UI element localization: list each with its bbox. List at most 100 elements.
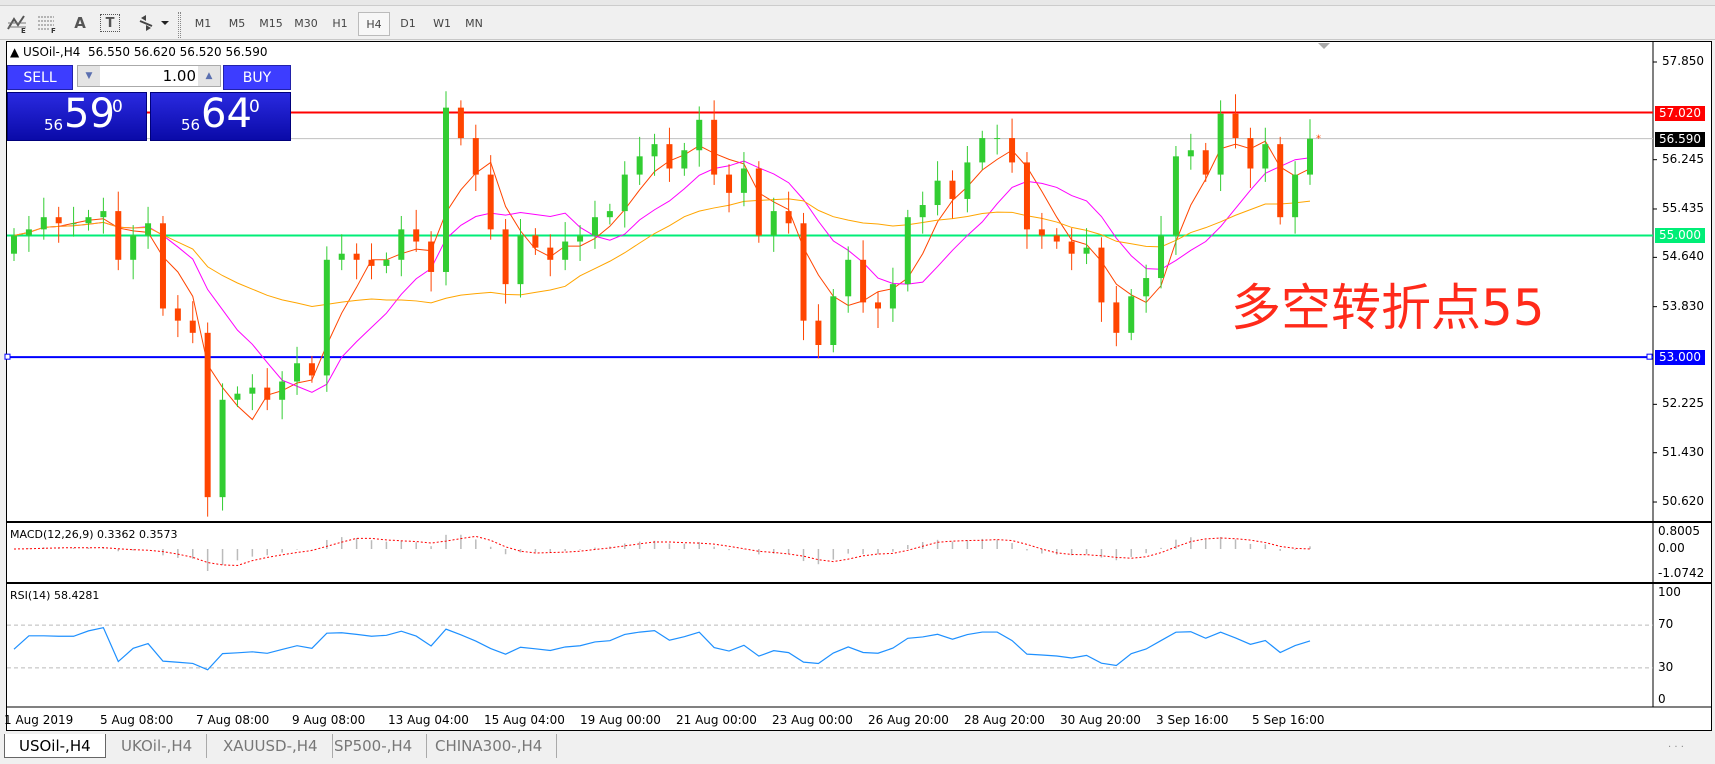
candle-body <box>1038 229 1045 236</box>
candle-body <box>338 253 345 260</box>
more-dots: · · · <box>1668 742 1684 753</box>
sell-price-prefix: 56 <box>44 116 64 134</box>
candle-body <box>964 162 971 199</box>
moving-average-line <box>13 140 1311 421</box>
chart-tab[interactable]: XAUUSD-,H4 <box>209 734 333 758</box>
candle-body <box>904 217 911 285</box>
timeframe-m30[interactable]: M30 <box>294 17 318 30</box>
timeframe-h4[interactable]: H4 <box>358 12 390 36</box>
time-axis-label: 13 Aug 04:00 <box>388 713 469 727</box>
volume-input[interactable] <box>102 67 196 85</box>
macd-signal-line <box>13 535 1311 566</box>
candle-body <box>711 119 718 175</box>
candle-body <box>770 211 777 236</box>
candle-body <box>502 229 509 285</box>
candle-body <box>249 387 256 394</box>
sell-price-fraction: 0 <box>112 97 123 117</box>
svg-text:F: F <box>51 27 56 33</box>
time-axis-label: 30 Aug 20:00 <box>1060 713 1141 727</box>
candle-body <box>1172 156 1179 236</box>
candle-body <box>398 229 405 260</box>
candle-body <box>457 107 464 139</box>
price-axis-label: 57.850 <box>1662 54 1704 68</box>
candle-body <box>577 235 584 242</box>
candle-body <box>1128 296 1135 333</box>
timeframe-m1[interactable]: M1 <box>194 17 212 30</box>
text-icon[interactable]: A <box>74 14 86 32</box>
candle-body <box>174 308 181 321</box>
candle-body <box>860 259 867 303</box>
candle-body <box>70 223 77 225</box>
price-axis-label: 50.620 <box>1662 494 1704 509</box>
top-strip <box>0 0 1715 6</box>
chart-tab[interactable]: USOil-,H4 <box>4 734 106 758</box>
candle-body <box>487 174 494 230</box>
annotation-text[interactable]: 多空转折点55 <box>1231 279 1545 337</box>
timeframe-d1[interactable]: D1 <box>400 17 416 30</box>
time-axis-label: 5 Sep 16:00 <box>1252 713 1325 727</box>
candle-body <box>189 320 196 333</box>
fibonacci-icon[interactable]: F <box>34 12 60 34</box>
text-label-icon[interactable]: T <box>100 14 120 32</box>
candle-body <box>875 302 881 309</box>
price-axis-label: 56.245 <box>1662 151 1704 166</box>
chart-tab[interactable]: CHINA300-,H4 <box>421 734 558 758</box>
buy-button[interactable]: BUY <box>223 65 291 90</box>
sell-price[interactable]: 56 59 0 <box>7 91 147 141</box>
elliott-wave-icon[interactable]: E <box>4 12 30 34</box>
sell-button[interactable]: SELL <box>7 65 73 90</box>
candle-body <box>1187 150 1194 157</box>
candle-body <box>1217 113 1224 175</box>
time-axis-label: 7 Aug 08:00 <box>196 713 270 727</box>
candle-body <box>145 223 152 236</box>
candle-body <box>562 241 569 260</box>
candle-body <box>1009 138 1016 163</box>
timeframe-w1[interactable]: W1 <box>433 17 451 30</box>
candle-body <box>681 150 688 169</box>
arrows-icon[interactable] <box>136 12 172 34</box>
chart-tab[interactable]: UKOil-,H4 <box>107 734 208 758</box>
candle-body <box>219 399 226 498</box>
candle-body <box>130 235 137 260</box>
candle-body <box>413 229 420 242</box>
rsi-axis-label: 0 <box>1658 692 1666 706</box>
candle-body <box>785 211 792 224</box>
time-axis-label: 21 Aug 00:00 <box>676 713 757 727</box>
line-handle <box>1646 353 1653 360</box>
chart-tabs: USOil-,H4 UKOil-,H4 XAUUSD-,H4 SP500-,H4 CHI… <box>0 732 1715 764</box>
volume-decrease-button[interactable]: ▼ <box>78 66 100 86</box>
candle-body <box>1083 247 1090 254</box>
timeframe-h1[interactable]: H1 <box>332 17 348 30</box>
candle-body <box>40 217 47 230</box>
price-axis-label: 53.830 <box>1662 298 1704 313</box>
time-axis-label: 5 Aug 08:00 <box>100 713 174 727</box>
timeframe-m5[interactable]: M5 <box>228 17 246 30</box>
rsi-axis-label: 100 <box>1658 585 1681 599</box>
collapse-arrow-icon[interactable]: ▲ <box>10 45 24 59</box>
last-price-marker: * <box>1316 134 1321 145</box>
price-axis-label: 55.435 <box>1662 200 1704 215</box>
chart-tab[interactable]: SP500-,H4 <box>320 734 428 758</box>
timeframe-m15[interactable]: M15 <box>259 17 283 30</box>
candle-body <box>1247 138 1254 169</box>
candle-body <box>472 138 479 175</box>
candle-body <box>845 259 852 297</box>
candle-body <box>1307 138 1313 175</box>
candle-body <box>1277 144 1284 218</box>
candle-body <box>651 144 658 157</box>
chart-window[interactable]: * <box>4 41 1712 731</box>
candle-body <box>919 205 926 218</box>
time-axis-label: 9 Aug 08:00 <box>292 713 366 727</box>
candle-body <box>1113 302 1120 333</box>
time-axis-label: 3 Sep 16:00 <box>1156 713 1229 727</box>
candle-body <box>353 253 360 260</box>
time-axis-label: 23 Aug 00:00 <box>772 713 853 727</box>
candle-body <box>606 211 613 218</box>
volume-increase-button[interactable]: ▲ <box>198 66 220 86</box>
chart-canvas[interactable]: * <box>0 0 1712 708</box>
price-line-tag: 56.590 <box>1655 131 1705 147</box>
candle-body <box>889 284 896 309</box>
buy-price[interactable]: 56 64 0 <box>150 91 291 141</box>
candle-body <box>1262 144 1269 169</box>
timeframe-mn[interactable]: MN <box>465 17 483 30</box>
